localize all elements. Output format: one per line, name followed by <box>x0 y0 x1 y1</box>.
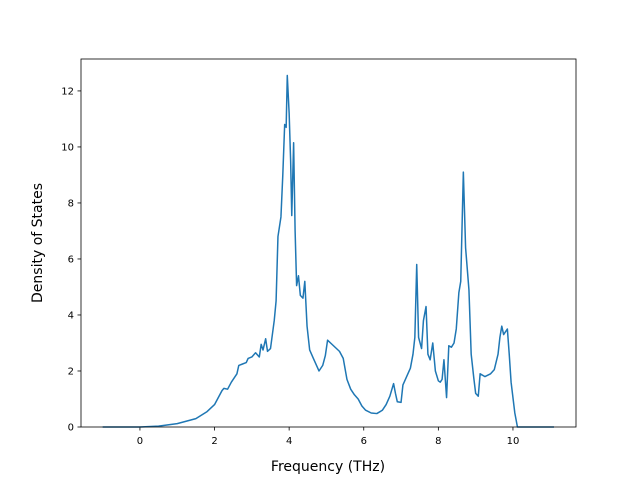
y-tick-label: 2 <box>68 366 74 377</box>
y-tick-label: 6 <box>68 254 74 265</box>
y-axis-label: Density of States <box>30 183 46 303</box>
plot-frame <box>80 58 577 428</box>
y-tick-label: 10 <box>61 142 74 153</box>
x-tick-label: 4 <box>286 436 292 447</box>
x-tick-label: 6 <box>361 436 367 447</box>
y-tick-label: 0 <box>68 423 74 434</box>
x-tick-label: 0 <box>137 436 143 447</box>
x-axis-label: Frequency (THz) <box>271 459 385 475</box>
x-tick-label: 8 <box>435 436 441 447</box>
y-tick-label: 4 <box>68 310 74 321</box>
y-tick-label: 12 <box>61 86 74 97</box>
x-tick-label: 10 <box>507 436 520 447</box>
y-tick-label: 8 <box>68 198 74 209</box>
x-tick-label: 2 <box>211 436 217 447</box>
line <box>102 74 554 428</box>
